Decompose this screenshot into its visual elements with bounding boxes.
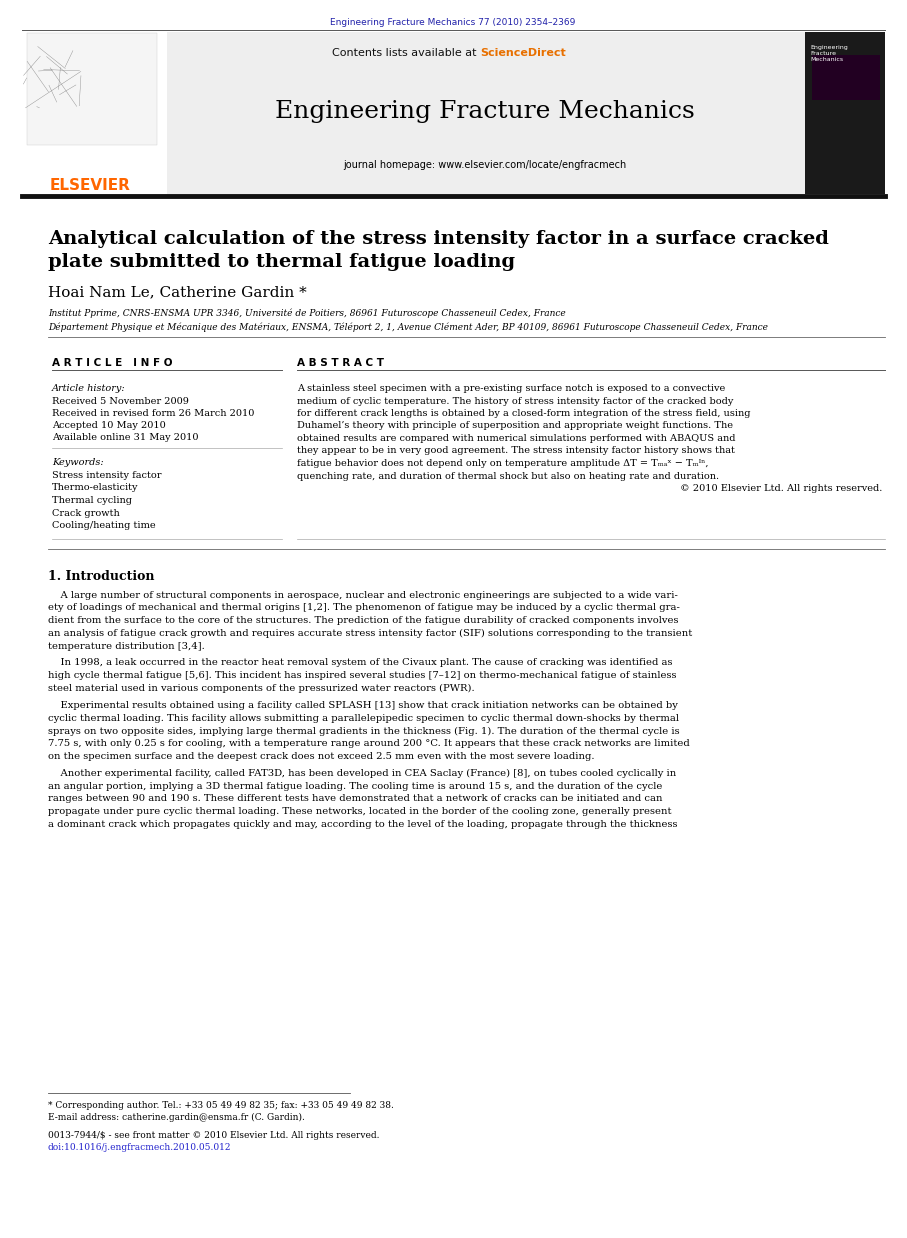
Text: high cycle thermal fatigue [5,6]. This incident has inspired several studies [7–: high cycle thermal fatigue [5,6]. This i… xyxy=(48,671,677,681)
Text: E-mail address: catherine.gardin@ensma.fr (C. Gardin).: E-mail address: catherine.gardin@ensma.f… xyxy=(48,1113,305,1122)
Bar xyxy=(167,32,805,194)
Text: A large number of structural components in aerospace, nuclear and electronic eng: A large number of structural components … xyxy=(48,591,678,599)
Text: Stress intensity factor: Stress intensity factor xyxy=(52,470,161,480)
Text: doi:10.1016/j.engfracmech.2010.05.012: doi:10.1016/j.engfracmech.2010.05.012 xyxy=(48,1143,231,1153)
Text: fatigue behavior does not depend only on temperature amplitude ΔT = Tₘₐˣ − Tₘᴵⁿ,: fatigue behavior does not depend only on… xyxy=(297,459,708,468)
Text: ety of loadings of mechanical and thermal origins [1,2]. The phenomenon of fatig: ety of loadings of mechanical and therma… xyxy=(48,603,680,613)
Text: Thermo-elasticity: Thermo-elasticity xyxy=(52,484,139,493)
Text: they appear to be in very good agreement. The stress intensity factor history sh: they appear to be in very good agreement… xyxy=(297,447,735,456)
Text: Institut Pprime, CNRS-ENSMA UPR 3346, Université de Poitiers, 86961 Futuroscope : Institut Pprime, CNRS-ENSMA UPR 3346, Un… xyxy=(48,308,566,317)
Text: an analysis of fatigue crack growth and requires accurate stress intensity facto: an analysis of fatigue crack growth and … xyxy=(48,629,692,638)
Text: A stainless steel specimen with a pre-existing surface notch is exposed to a con: A stainless steel specimen with a pre-ex… xyxy=(297,384,726,392)
Text: ELSEVIER: ELSEVIER xyxy=(50,178,131,193)
Text: Analytical calculation of the stress intensity factor in a surface cracked: Analytical calculation of the stress int… xyxy=(48,230,829,248)
Bar xyxy=(812,54,880,100)
Text: cyclic thermal loading. This facility allows submitting a parallelepipedic speci: cyclic thermal loading. This facility al… xyxy=(48,713,679,723)
Text: * Corresponding author. Tel.: +33 05 49 49 82 35; fax: +33 05 49 49 82 38.: * Corresponding author. Tel.: +33 05 49 … xyxy=(48,1101,394,1110)
Text: Thermal cycling: Thermal cycling xyxy=(52,496,132,505)
Text: © 2010 Elsevier Ltd. All rights reserved.: © 2010 Elsevier Ltd. All rights reserved… xyxy=(679,484,882,493)
Text: 0013-7944/$ - see front matter © 2010 Elsevier Ltd. All rights reserved.: 0013-7944/$ - see front matter © 2010 El… xyxy=(48,1132,379,1140)
Text: Engineering Fracture Mechanics 77 (2010) 2354–2369: Engineering Fracture Mechanics 77 (2010)… xyxy=(330,19,576,27)
Text: plate submitted to thermal fatigue loading: plate submitted to thermal fatigue loadi… xyxy=(48,253,515,271)
Text: propagate under pure cyclic thermal loading. These networks, located in the bord: propagate under pure cyclic thermal load… xyxy=(48,807,671,816)
Text: Available online 31 May 2010: Available online 31 May 2010 xyxy=(52,433,199,442)
Text: Crack growth: Crack growth xyxy=(52,509,120,517)
Text: Engineering
Fracture
Mechanics: Engineering Fracture Mechanics xyxy=(810,45,848,62)
Text: Cooling/heating time: Cooling/heating time xyxy=(52,521,156,530)
Text: for different crack lengths is obtained by a closed-form integration of the stre: for different crack lengths is obtained … xyxy=(297,409,750,418)
Text: obtained results are compared with numerical simulations performed with ABAQUS a: obtained results are compared with numer… xyxy=(297,435,736,443)
Text: Keywords:: Keywords: xyxy=(52,458,103,467)
Text: Département Physique et Mécanique des Matériaux, ENSMA, Téléport 2, 1, Avenue Cl: Département Physique et Mécanique des Ma… xyxy=(48,322,768,332)
Bar xyxy=(22,32,167,194)
Text: Experimental results obtained using a facility called SPLASH [13] show that crac: Experimental results obtained using a fa… xyxy=(48,701,678,709)
Text: dient from the surface to the core of the structures. The prediction of the fati: dient from the surface to the core of th… xyxy=(48,617,678,625)
Text: Contents lists available at: Contents lists available at xyxy=(332,48,480,58)
Text: Article history:: Article history: xyxy=(52,384,126,392)
Text: on the specimen surface and the deepest crack does not exceed 2.5 mm even with t: on the specimen surface and the deepest … xyxy=(48,753,594,761)
Text: medium of cyclic temperature. The history of stress intensity factor of the crac: medium of cyclic temperature. The histor… xyxy=(297,396,734,406)
Text: temperature distribution [3,4].: temperature distribution [3,4]. xyxy=(48,641,205,651)
Text: A R T I C L E   I N F O: A R T I C L E I N F O xyxy=(52,358,172,368)
Text: quenching rate, and duration of thermal shock but also on heating rate and durat: quenching rate, and duration of thermal … xyxy=(297,472,719,480)
Text: an angular portion, implying a 3D thermal fatigue loading. The cooling time is a: an angular portion, implying a 3D therma… xyxy=(48,781,662,791)
Bar xyxy=(27,33,157,145)
Text: A B S T R A C T: A B S T R A C T xyxy=(297,358,384,368)
Text: Duhamel’s theory with principle of superposition and appropriate weight function: Duhamel’s theory with principle of super… xyxy=(297,421,733,431)
Text: Accepted 10 May 2010: Accepted 10 May 2010 xyxy=(52,421,166,430)
Text: 1. Introduction: 1. Introduction xyxy=(48,571,154,583)
Text: sprays on two opposite sides, implying large thermal gradients in the thickness : sprays on two opposite sides, implying l… xyxy=(48,727,679,735)
Text: Received 5 November 2009: Received 5 November 2009 xyxy=(52,397,189,406)
Bar xyxy=(805,32,885,194)
Text: a dominant crack which propagates quickly and may, according to the level of the: a dominant crack which propagates quickl… xyxy=(48,820,678,829)
Text: ranges between 90 and 190 s. These different tests have demonstrated that a netw: ranges between 90 and 190 s. These diffe… xyxy=(48,795,662,803)
Text: ScienceDirect: ScienceDirect xyxy=(480,48,566,58)
Text: In 1998, a leak occurred in the reactor heat removal system of the Civaux plant.: In 1998, a leak occurred in the reactor … xyxy=(48,659,672,667)
Text: steel material used in various components of the pressurized water reactors (PWR: steel material used in various component… xyxy=(48,685,474,693)
Text: Received in revised form 26 March 2010: Received in revised form 26 March 2010 xyxy=(52,409,254,418)
Text: Another experimental facility, called FAT3D, has been developed in CEA Saclay (F: Another experimental facility, called FA… xyxy=(48,769,677,777)
Text: Hoai Nam Le, Catherine Gardin *: Hoai Nam Le, Catherine Gardin * xyxy=(48,285,307,300)
Text: Engineering Fracture Mechanics: Engineering Fracture Mechanics xyxy=(275,100,695,123)
Text: 7.75 s, with only 0.25 s for cooling, with a temperature range around 200 °C. It: 7.75 s, with only 0.25 s for cooling, wi… xyxy=(48,739,689,748)
Text: journal homepage: www.elsevier.com/locate/engfracmech: journal homepage: www.elsevier.com/locat… xyxy=(344,160,627,170)
